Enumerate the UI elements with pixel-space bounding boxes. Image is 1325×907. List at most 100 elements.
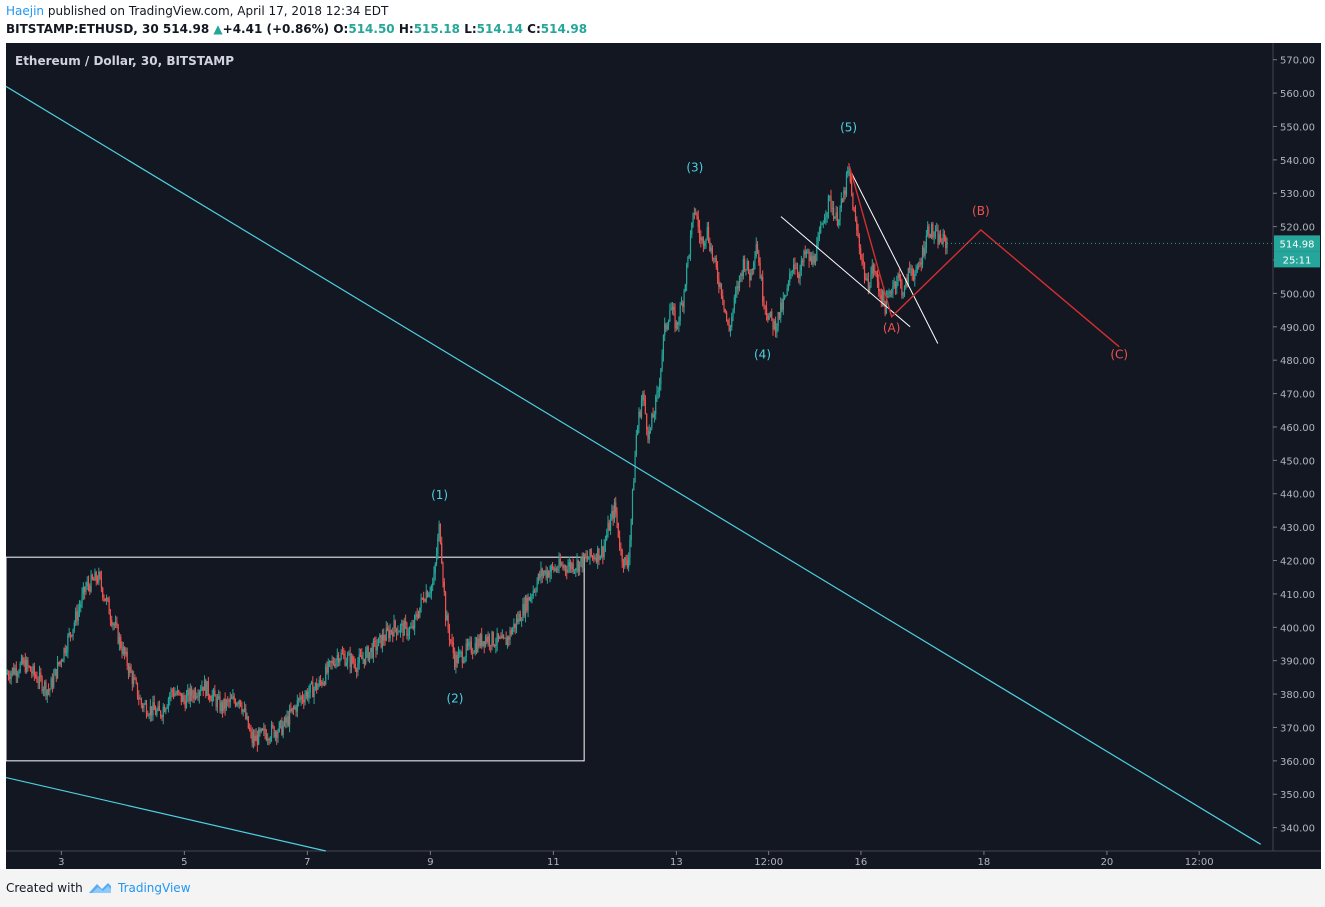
candle-body: [118, 636, 121, 644]
candle-body: [27, 659, 29, 667]
candle-body: [249, 728, 251, 731]
candle-body: [424, 600, 426, 602]
wave-label: (4): [754, 348, 771, 362]
candle-body: [161, 716, 163, 718]
candle-body: [615, 502, 617, 513]
candle-body: [643, 393, 645, 400]
candle-body: [522, 604, 524, 621]
candle-body: [286, 716, 288, 723]
candle-body: [361, 655, 363, 660]
x-tick-label: 20: [1101, 857, 1114, 868]
candle-body: [392, 631, 394, 637]
candle-body: [878, 281, 880, 292]
wave-label-red: (B): [972, 204, 990, 218]
candle-body: [59, 660, 61, 665]
candle-body: [933, 236, 935, 238]
price-chart[interactable]: Ethereum / Dollar, 30, BITSTAMP 3 5 7 9 11 13…: [6, 43, 1321, 869]
candle-body: [111, 619, 113, 626]
candle-body: [571, 563, 573, 569]
candle-body: [677, 322, 679, 325]
candle-body: [215, 696, 217, 708]
candle-body: [584, 553, 586, 558]
candle-body: [170, 689, 172, 696]
candle-body: [22, 657, 24, 665]
candle-body: [581, 557, 583, 568]
close-label: C:: [527, 22, 541, 36]
candle-body: [103, 597, 105, 599]
candle-body: [26, 659, 28, 673]
candle-body: [352, 655, 354, 663]
candle-body: [328, 661, 331, 662]
candle-body: [696, 213, 698, 217]
candle-body: [924, 248, 926, 256]
candle-body: [104, 598, 106, 601]
candle-body: [888, 291, 890, 297]
candle-body: [519, 613, 521, 622]
candle-body: [412, 625, 414, 629]
candle-body: [844, 190, 846, 195]
candle-body: [178, 690, 180, 693]
candle-body: [64, 648, 66, 654]
candle-body: [41, 677, 43, 692]
candle-body: [780, 302, 782, 318]
candle-body: [934, 230, 937, 237]
author-link[interactable]: Haejin: [6, 4, 45, 18]
last-price: 514.98: [162, 22, 210, 36]
candle-body: [73, 622, 75, 629]
tradingview-link[interactable]: TradingView: [118, 881, 191, 895]
candle-body: [599, 555, 601, 560]
candle-body: [590, 549, 592, 557]
candle-body: [283, 717, 286, 726]
candle-body: [918, 266, 920, 268]
candle-body: [207, 681, 209, 696]
candle-body: [510, 629, 512, 635]
candle-body: [838, 219, 840, 226]
candle-body: [122, 647, 124, 654]
candle-body: [175, 693, 177, 695]
publish-info: Haejin published on TradingView.com, Apr…: [6, 4, 388, 18]
candle-body: [335, 659, 337, 667]
candle-body: [200, 690, 202, 692]
candle-body: [362, 658, 364, 660]
candle-body: [847, 170, 849, 174]
candle-body: [45, 682, 47, 696]
candle-body: [194, 690, 197, 698]
chart-pane[interactable]: Ethereum / Dollar, 30, BITSTAMP 3 5 7 9 11 13…: [6, 43, 1321, 869]
candle-body: [763, 301, 765, 307]
candle-body: [621, 549, 623, 563]
wedge-line: [851, 172, 939, 344]
candle-body: [210, 699, 212, 702]
candle-body: [834, 217, 836, 219]
candle-body: [616, 512, 618, 523]
candle-body: [188, 689, 190, 702]
candle-body: [142, 704, 144, 709]
candle-body: [117, 625, 119, 644]
candle-body: [403, 621, 405, 636]
candle-body: [84, 586, 86, 593]
candle-body: [920, 262, 922, 265]
candle-body: [861, 257, 863, 260]
candle-body: [736, 286, 738, 293]
candle-body: [334, 664, 336, 667]
candle-body: [768, 315, 770, 320]
candle-body: [443, 581, 445, 593]
candle-body: [201, 686, 203, 691]
candle-body: [595, 557, 597, 563]
wave-label: (3): [686, 161, 703, 175]
candle-body: [582, 553, 585, 568]
candle-body: [463, 661, 465, 663]
y-tick-label: 420.00: [1280, 557, 1315, 568]
candle-body: [435, 554, 438, 564]
candle-body: [23, 659, 25, 665]
candle-body: [385, 628, 387, 641]
candle-body: [887, 296, 889, 297]
candle-body: [460, 651, 462, 653]
candle-body: [105, 597, 108, 601]
candle-body: [776, 325, 778, 333]
candle-body: [689, 234, 692, 255]
candle-body: [585, 556, 587, 558]
candle-body: [82, 586, 84, 595]
candle-body: [376, 646, 378, 651]
candle-body: [438, 524, 440, 538]
x-tick-label: 18: [978, 857, 991, 868]
